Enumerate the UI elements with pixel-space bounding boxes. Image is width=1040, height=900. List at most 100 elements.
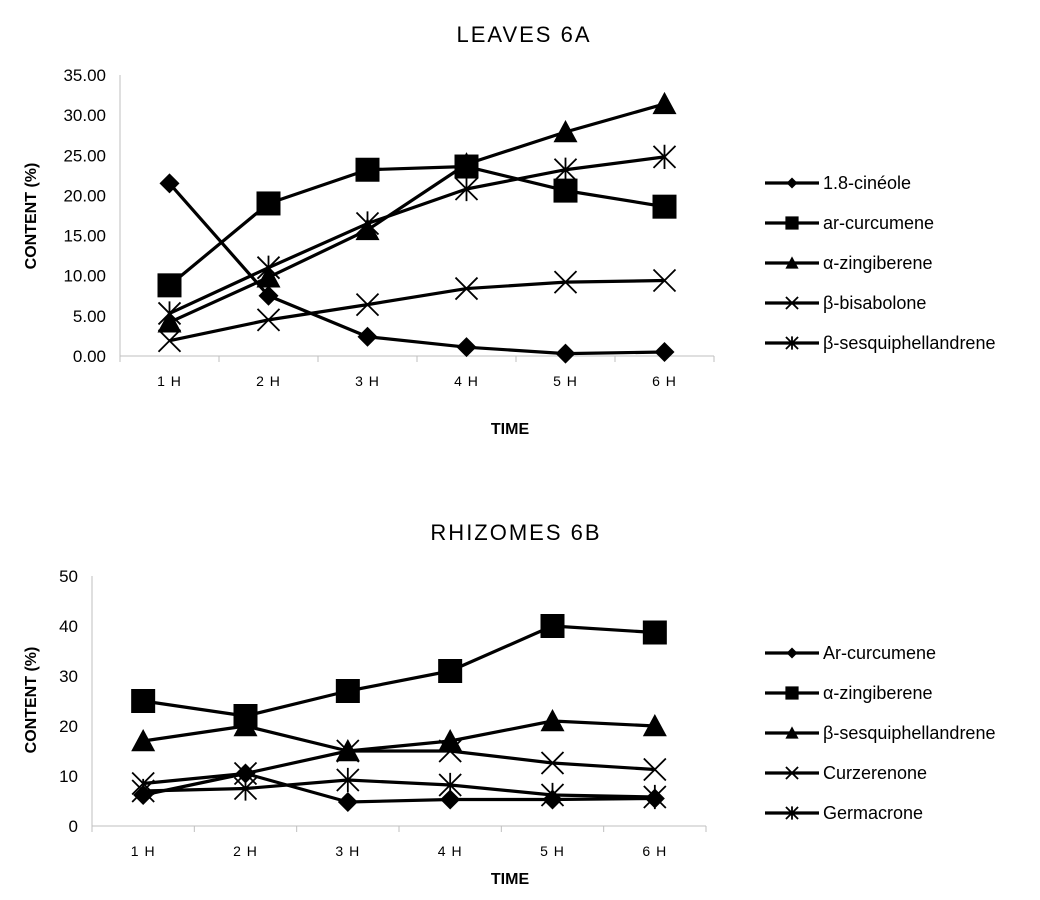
- legend-marker: [785, 726, 799, 739]
- legend: Ar-curcumene α-zingiberene β-sesquiphellan…: [765, 643, 995, 823]
- legend-label: ar-curcumene: [823, 213, 934, 233]
- chart-leaves-6a: LEAVES 6A CONTENT (%) TIME 0.00 5.00 10.00…: [23, 22, 995, 438]
- y-tick-label: 25.00: [63, 146, 106, 165]
- series-line: [142, 624, 655, 718]
- data-point: [438, 772, 462, 798]
- x-tick-label: 6 H: [652, 373, 677, 389]
- data-point: [256, 308, 281, 332]
- data-point: [643, 757, 667, 782]
- data-point: [159, 173, 180, 194]
- data-point: [540, 782, 565, 808]
- data-point: [233, 714, 258, 737]
- x-tick-label: 4 H: [438, 843, 463, 859]
- data-point: [256, 191, 281, 216]
- data-point: [157, 301, 182, 326]
- data-point: [438, 739, 462, 763]
- legend-marker: [785, 766, 799, 780]
- x-tick-label: 1 H: [131, 843, 156, 859]
- data-point: [357, 326, 378, 347]
- data-point: [555, 343, 576, 364]
- data-point: [438, 659, 463, 683]
- legend-label: β-sesquiphellandrene: [823, 333, 995, 353]
- data-point: [654, 341, 675, 362]
- y-axis-label: CONTENT (%): [23, 647, 40, 754]
- chart-title: RHIZOMES 6B: [430, 520, 601, 545]
- data-point: [355, 292, 380, 317]
- legend-label: Ar-curcumene: [823, 643, 936, 663]
- data-point: [131, 778, 155, 804]
- series-line: [143, 749, 655, 786]
- series-line: [168, 182, 665, 356]
- y-tick-labels: 0 10 20 30 40 50: [59, 567, 78, 836]
- x-tick-labels: 1 H 2 H 3 H 4 H 5 H 6 H: [131, 843, 666, 859]
- series-line: [168, 155, 665, 315]
- legend-marker: [785, 806, 799, 820]
- x-tick-label: 5 H: [540, 843, 565, 859]
- data-point: [642, 714, 667, 737]
- data-point: [454, 152, 479, 175]
- series-line: [168, 102, 665, 324]
- data-point: [355, 211, 380, 236]
- y-tick-label: 0.00: [73, 347, 106, 366]
- data-point: [643, 784, 667, 810]
- axes: [119, 75, 715, 362]
- axes: [91, 576, 707, 832]
- series-line: [143, 778, 655, 799]
- legend-label: β-bisabolone: [823, 293, 926, 313]
- y-tick-label: 35.00: [63, 66, 106, 85]
- data-point: [355, 157, 380, 182]
- x-tick-label: 1 H: [157, 373, 182, 389]
- data-point: [553, 178, 578, 203]
- series-markers: [157, 91, 677, 364]
- legend-marker: [785, 296, 799, 310]
- legend-label: β-sesquiphellandrene: [823, 723, 995, 743]
- legend-marker: [786, 177, 798, 189]
- y-tick-label: 20.00: [63, 186, 106, 205]
- legend-marker: [785, 256, 799, 269]
- chart-rhizomes-6b: RHIZOMES 6B CONTENT (%) TIME 0 10 20 30 40 50…: [23, 520, 995, 888]
- y-tick-label: 0: [69, 817, 78, 836]
- data-point: [553, 157, 578, 182]
- x-tick-label: 3 H: [335, 843, 360, 859]
- data-point: [337, 792, 358, 812]
- data-point: [540, 751, 565, 775]
- series-line: [169, 278, 665, 343]
- x-axis-label: TIME: [491, 421, 530, 438]
- legend: 1.8-cinéole ar-curcumene α-zingiberene β-bi…: [765, 173, 995, 353]
- y-tick-label: 40: [59, 617, 78, 636]
- y-tick-label: 15.00: [63, 227, 106, 246]
- series-line: [142, 719, 655, 753]
- y-tick-label: 10.00: [63, 267, 106, 286]
- legend-label: Germacrone: [823, 803, 923, 823]
- y-tick-label: 50: [59, 567, 78, 586]
- legend-marker: [785, 216, 799, 230]
- x-tick-label: 5 H: [553, 373, 578, 389]
- data-point: [131, 729, 156, 752]
- data-point: [553, 270, 578, 294]
- data-point: [652, 194, 677, 219]
- data-point: [157, 329, 182, 353]
- x-tick-label: 4 H: [454, 373, 479, 389]
- legend-label: α-zingiberene: [823, 253, 932, 273]
- data-point: [258, 285, 279, 306]
- data-point: [233, 776, 258, 801]
- series-line: [142, 771, 655, 804]
- legend-label: 1.8-cinéole: [823, 173, 911, 193]
- x-tick-label: 3 H: [355, 373, 380, 389]
- data-point: [157, 273, 182, 298]
- legend-label: Curzerenone: [823, 763, 927, 783]
- data-point: [642, 620, 667, 645]
- legend-label: α-zingiberene: [823, 683, 932, 703]
- data-point: [652, 91, 677, 115]
- x-tick-label: 2 H: [256, 373, 281, 389]
- y-tick-label: 30.00: [63, 106, 106, 125]
- series-line: [168, 164, 665, 287]
- x-tick-labels: 1 H 2 H 3 H 4 H 5 H 6 H: [157, 373, 677, 389]
- data-point: [553, 120, 578, 143]
- series-markers: [131, 614, 667, 812]
- data-point: [256, 255, 281, 280]
- y-tick-label: 20: [59, 717, 78, 736]
- y-tick-label: 30: [59, 667, 78, 686]
- data-point: [440, 789, 461, 810]
